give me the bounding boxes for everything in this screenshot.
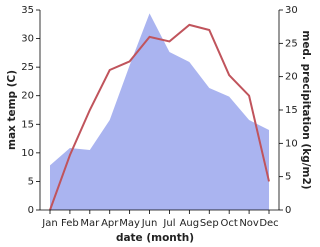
x-tick-label: Dec xyxy=(259,218,278,229)
x-tick-label: Jun xyxy=(141,218,158,229)
x-tick-label: Aug xyxy=(180,218,200,229)
x-tick-label: Apr xyxy=(101,218,119,229)
y-tick-label: 10 xyxy=(21,148,34,159)
x-tick-label: Feb xyxy=(61,218,79,229)
temp-line xyxy=(49,23,270,211)
x-tick-label: Mar xyxy=(80,218,100,229)
x-tick-label: Jan xyxy=(41,218,57,229)
y-tick-label: 0 xyxy=(28,205,34,216)
y2-tick-label: 20 xyxy=(285,72,298,83)
y-tick-label: 25 xyxy=(21,62,34,73)
y-tick-label: 20 xyxy=(21,91,34,102)
y2-axis-label: med. precipitation (kg/m2) xyxy=(300,30,312,189)
x-tick-label: Sep xyxy=(200,218,219,229)
y-tick-label: 15 xyxy=(21,119,34,130)
x-tick-label: Nov xyxy=(239,218,259,229)
precipitation-area xyxy=(50,13,269,211)
x-axis-label: date (month) xyxy=(116,232,194,244)
y2-tick-label: 15 xyxy=(285,105,298,116)
y2-tick-label: 30 xyxy=(285,5,298,16)
y-tick-label: 5 xyxy=(28,176,34,187)
y-tick-label: 30 xyxy=(21,34,34,45)
y2-tick-label: 25 xyxy=(285,38,298,49)
y2-tick-label: 10 xyxy=(285,138,298,149)
x-tick-label: May xyxy=(119,218,140,229)
x-tick-label: Jul xyxy=(162,218,175,229)
x-tick-label: Oct xyxy=(221,218,238,229)
y2-tick-label: 5 xyxy=(285,172,291,183)
y-tick-label: 35 xyxy=(21,5,34,16)
y-axis-label: max temp (C) xyxy=(6,70,18,150)
y2-tick-label: 0 xyxy=(285,205,291,216)
